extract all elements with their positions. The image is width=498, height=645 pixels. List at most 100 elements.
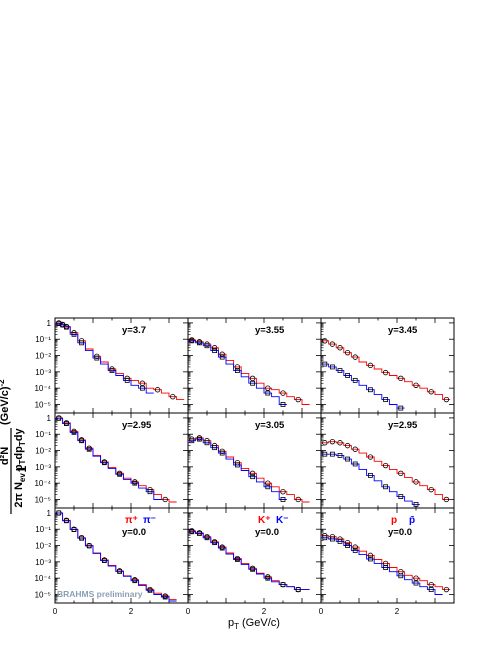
series-red-histogram [55,512,177,600]
data-point-square [204,440,210,446]
y-tick-label: 10⁻² [35,447,51,456]
legend-entry: p [391,515,397,526]
data-point-square [204,535,210,541]
x-tick-label: 0 [186,607,191,616]
data-point-square [212,348,218,354]
data-point-square [189,529,195,535]
y-title-unit-exp: -2 [0,379,6,387]
data-point-circle [295,496,301,503]
data-point-square [147,489,153,495]
panel-frame [320,507,455,604]
data-point-square [196,340,202,346]
data-point-square [280,497,286,502]
y-title-dp: dp [13,446,25,460]
data-point-square [94,355,100,361]
x-axis-title: pT (GeV/c) [228,617,280,631]
data-point-square [56,510,62,516]
data-point-square [265,484,271,490]
series-blue-histogram [321,363,405,409]
x-tick-label: 2 [262,607,267,616]
data-point-square [345,543,351,548]
data-point-circle [428,389,434,395]
x-title-p: p [228,617,234,629]
data-point-circle [344,539,351,546]
data-point-circle [367,552,374,559]
data-point-square [329,536,335,542]
data-point-square [295,587,301,592]
x-tick-label: 0 [319,607,324,616]
data-point-square [212,445,218,451]
data-point-circle [367,362,374,369]
data-point-square [345,373,351,378]
y-axis-title: 1 [15,465,29,472]
y-tick-label: 1 [47,319,52,328]
data-point-circle [280,488,286,495]
data-point-square [280,582,286,588]
data-point-circle [443,396,450,403]
data-point-square [196,531,202,536]
data-point-square [329,451,335,457]
data-point-square [428,587,434,592]
data-point-circle [322,440,328,446]
data-point-square [56,415,62,421]
data-point-square [212,540,218,546]
series-red-histogram [321,535,451,591]
data-point-circle [352,544,358,550]
data-point-square [352,377,358,383]
data-point-square [79,535,84,541]
y-tick-label: 10⁻⁵ [35,590,51,599]
data-point-square [71,429,77,435]
y-tick-label: 10⁻⁴ [34,574,51,583]
data-point-circle [329,438,336,445]
data-point-square [383,397,389,402]
data-point-circle [249,470,256,477]
y-title-unit: (GeV/c) [0,386,11,425]
data-point-circle [234,364,241,370]
data-point-square [71,527,77,532]
legend-entry: K⁻ [276,515,289,526]
data-point-circle [428,581,434,588]
series-blue-histogram [321,537,443,595]
data-point-square [337,453,343,458]
series-blue-histogram [55,323,154,394]
y-title-dp-sub: T [18,441,27,446]
data-point-square [204,343,210,349]
data-point-circle [367,454,374,460]
data-point-square [132,578,138,584]
data-point-square [64,518,69,524]
data-point-square [189,338,195,344]
data-point-square [162,594,168,600]
data-point-square [280,402,286,407]
data-point-circle [265,480,271,486]
data-point-circle [398,470,404,477]
data-point-square [352,548,358,553]
data-point-square [219,450,225,456]
y-axis-title-body: 2π NevpTdpTdy d²N (GeV/c)-2 [0,379,27,514]
x-tick-label: 2 [129,607,134,616]
data-point-circle [295,396,301,403]
data-point-circle [154,387,161,393]
panel-rapidity-label: y=0.0 [122,527,146,538]
data-point-square [322,451,328,457]
data-point-square [234,368,240,373]
svg-text:2π NevpTdpTdy: 2π NevpTdpTdy [13,427,27,507]
data-point-circle [443,586,450,593]
panel-rapidity-label: y=3.05 [255,420,285,431]
data-point-square [329,364,335,370]
data-point-square [398,405,404,411]
panel-rapidity-label: y=0.0 [388,527,412,538]
series-blue-histogram [188,438,287,500]
y-tick-label: 10⁻⁵ [35,495,51,504]
data-point-square [367,556,373,562]
y-tick-label: 10⁻¹ [35,525,51,534]
y-title-denominator-p-sub: T [18,459,27,464]
series-blue-histogram [55,417,162,500]
data-point-circle [170,393,176,400]
watermark: BRAHMS preliminary [57,589,143,599]
data-point-circle [443,496,450,503]
panel-rapidity-label: y=2.95 [122,420,152,431]
panel-rapidity-label: y=0.0 [255,527,279,538]
data-point-square [250,474,256,480]
data-point-square [64,421,69,426]
data-point-square [383,484,389,490]
